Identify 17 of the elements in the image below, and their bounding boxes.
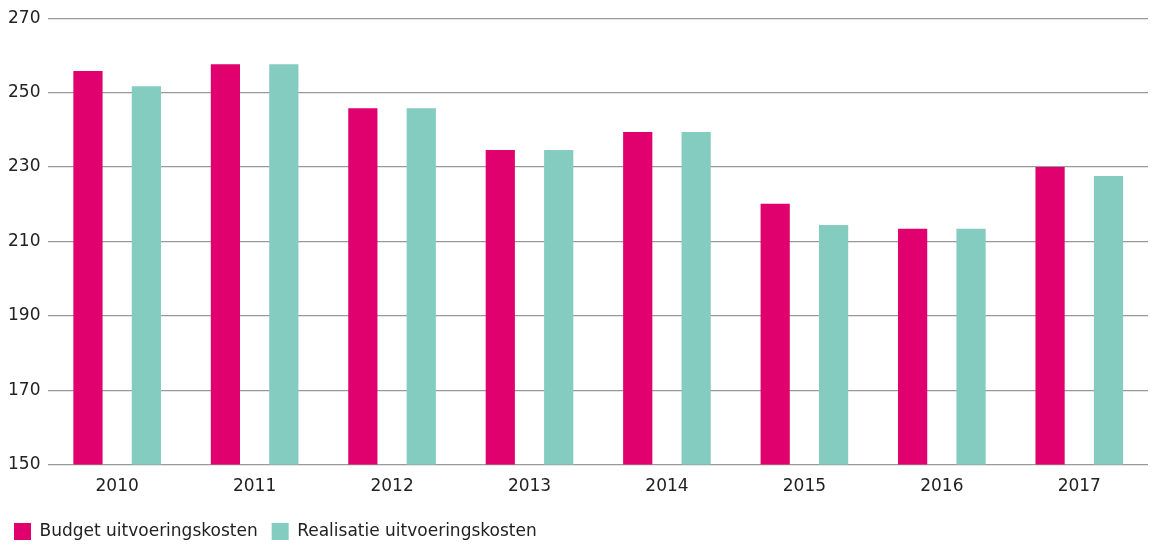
x-tick-label: 2010	[95, 475, 139, 496]
y-tick-label: 150	[7, 453, 41, 474]
y-tick-label: 250	[7, 81, 41, 102]
x-tick-label: 2016	[920, 475, 964, 496]
x-tick-label: 2014	[645, 475, 689, 496]
legend-label: Budget uitvoeringskosten	[39, 519, 258, 540]
y-tick-label: 210	[7, 229, 41, 250]
x-tick-label: 2017	[1057, 475, 1101, 496]
x-tick-label: 2015	[782, 475, 827, 496]
y-tick-label: 190	[7, 304, 41, 325]
y-tick-label: 270	[7, 6, 41, 27]
y-tick-label: 230	[7, 155, 41, 176]
x-tick-label: 2011	[232, 475, 277, 496]
legend-label: Realisatie uitvoeringskosten	[297, 519, 537, 540]
x-tick-label: 2012	[370, 475, 414, 496]
y-tick-label: 170	[7, 378, 41, 399]
x-tick-label: 2013	[507, 475, 552, 496]
